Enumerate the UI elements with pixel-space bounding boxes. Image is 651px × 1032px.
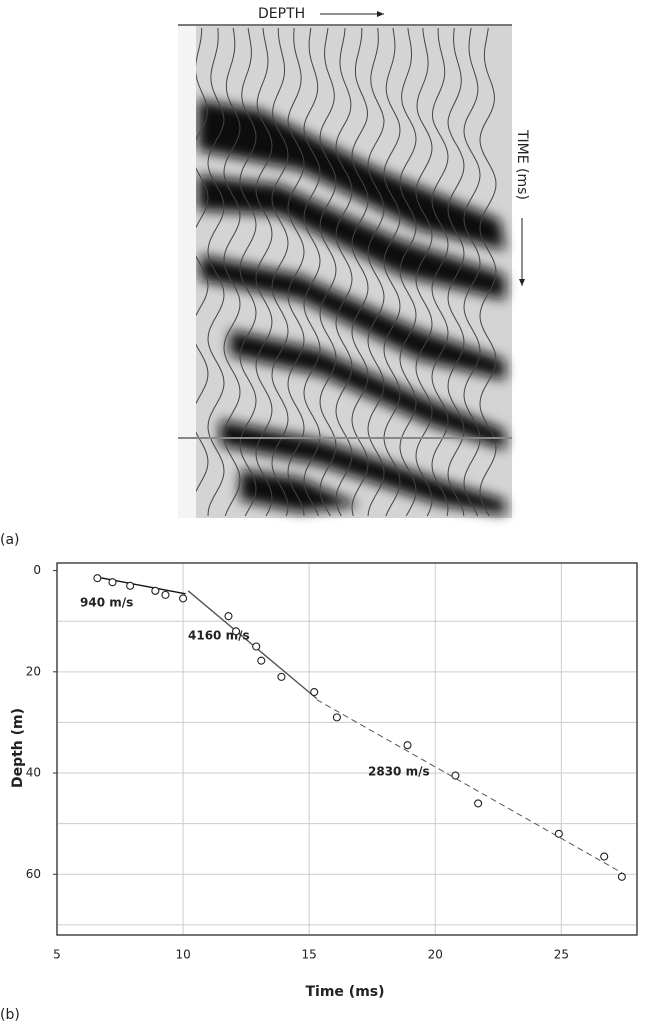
seismic-image	[178, 24, 512, 518]
data-point	[617, 872, 626, 881]
fit-label: 2830 m/s	[368, 765, 430, 779]
x-tick-label: 10	[175, 948, 190, 962]
data-point	[126, 581, 135, 590]
plot-area	[56, 562, 638, 936]
x-tick-label: 5	[53, 948, 61, 962]
trace	[287, 27, 305, 517]
trace	[351, 28, 369, 517]
data-point	[93, 574, 102, 583]
data-point	[252, 642, 261, 651]
trace	[399, 27, 417, 517]
y-axis-title: Depth (m)	[10, 708, 26, 788]
fit-line	[316, 699, 623, 874]
trace	[191, 27, 209, 517]
trace	[335, 27, 353, 517]
trace	[463, 27, 481, 517]
y-tick-label: 0	[33, 563, 41, 577]
x-axis-title: Time (ms)	[305, 984, 384, 1000]
trace	[303, 27, 321, 517]
data-point	[108, 578, 117, 587]
panel-label: (a)	[0, 532, 20, 548]
fit-label: 4160 m/s	[188, 629, 250, 643]
trace	[383, 27, 401, 517]
trace	[479, 27, 497, 517]
trace	[415, 27, 433, 517]
fit-label: 940 m/s	[80, 596, 133, 610]
panel-label: (b)	[0, 1007, 20, 1023]
data-point	[151, 586, 160, 595]
time-label: TIME (ms)	[514, 129, 530, 200]
data-point	[231, 627, 241, 636]
depth-label: DEPTH	[258, 6, 305, 22]
data-point	[554, 829, 563, 838]
data-point	[403, 741, 412, 750]
data-point	[451, 771, 460, 780]
data-point	[474, 799, 483, 808]
data-point	[224, 612, 233, 621]
trace	[255, 27, 273, 517]
data-point	[161, 590, 170, 599]
fit-line	[187, 590, 318, 700]
x-tick-label: 15	[302, 948, 317, 962]
trace	[447, 27, 465, 517]
y-tick-label: 40	[26, 766, 41, 780]
data-point	[332, 713, 341, 722]
data-point	[179, 594, 188, 603]
trace	[223, 27, 241, 517]
trace	[271, 28, 289, 517]
trace	[319, 27, 337, 517]
x-tick-label: 20	[428, 948, 443, 962]
data-point	[600, 852, 609, 861]
plot-frame	[56, 562, 638, 936]
trace	[431, 27, 449, 517]
data-point	[310, 688, 319, 697]
x-tick-label: 25	[554, 948, 569, 962]
data-point	[277, 672, 286, 681]
trace	[239, 27, 257, 517]
trace	[207, 27, 225, 517]
data-point	[257, 656, 266, 665]
y-tick-label: 60	[26, 867, 41, 881]
y-tick-label: 20	[26, 664, 41, 678]
trace	[367, 27, 385, 517]
